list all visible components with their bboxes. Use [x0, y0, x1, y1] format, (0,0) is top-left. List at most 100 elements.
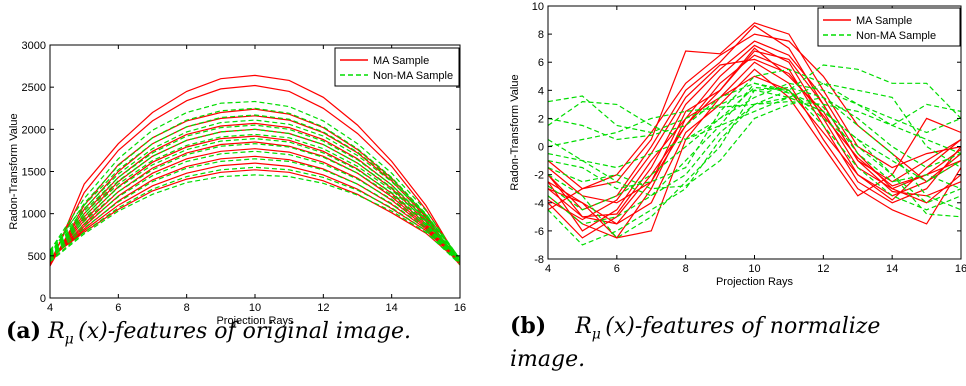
ma-series-line	[49, 155, 461, 264]
non-ma-series-line	[547, 100, 962, 155]
non-ma-series-line	[547, 68, 962, 190]
non-ma-series-line	[547, 86, 962, 239]
y-tick-label: 0	[40, 293, 46, 305]
non-ma-series-line	[49, 133, 461, 262]
non-ma-series-line	[547, 82, 962, 225]
ma-series-line	[49, 162, 461, 263]
y-tick-label: -8	[534, 254, 544, 266]
non-ma-series-line	[49, 150, 461, 264]
x-tick-label: 8	[683, 263, 689, 275]
y-tick-label: 4	[538, 85, 544, 97]
x-axis-label: Projection Rays	[716, 276, 794, 288]
legend-label: Non-MA Sample	[856, 30, 936, 42]
ma-series-line	[547, 58, 962, 221]
ma-series-line	[49, 115, 461, 265]
legend-label: Non-MA Sample	[373, 70, 453, 82]
ma-series-line	[49, 84, 461, 263]
panel-b: 4 6 8 10 12 14 16 -8 -6 -4 -2 0 2 4 6 8 10 Projection Ray…	[500, 0, 966, 386]
non-ma-series-line	[49, 114, 461, 259]
caption-b-label: (b)	[510, 313, 547, 339]
x-tick-label: 14	[886, 263, 898, 275]
non-ma-series-line	[49, 137, 461, 263]
ma-series-line	[547, 68, 962, 225]
non-ma-series-line	[49, 107, 461, 261]
ma-series-line	[547, 40, 962, 218]
ma-series-line	[547, 44, 962, 239]
ma-series-line	[547, 50, 962, 225]
ma-series-line	[49, 169, 461, 264]
y-tick-label: 3000	[22, 40, 46, 52]
non-ma-series-line	[49, 119, 461, 260]
series-group	[547, 22, 962, 246]
non-ma-series-line	[547, 82, 962, 218]
x-tick-label: 14	[386, 302, 398, 314]
legend: MA Sample Non-MA Sample	[817, 7, 961, 47]
caption-a-math: Rμ (x)	[48, 319, 108, 348]
y-tick-label: 2500	[22, 82, 46, 94]
x-tick-label: 4	[47, 302, 53, 314]
ma-series-line	[49, 74, 461, 267]
caption-a: (a) Rμ (x)-features of original image.	[6, 318, 411, 347]
caption-b-line2: image.	[510, 347, 585, 372]
y-tick-label: -6	[534, 226, 544, 238]
x-tick-label: 10	[748, 263, 760, 275]
non-ma-series-line	[49, 174, 461, 265]
legend-label: MA Sample	[856, 15, 912, 27]
legend-label: MA Sample	[373, 55, 429, 67]
x-axis-label: Projection Rays	[216, 315, 294, 327]
chart-a: 4 6 8 10 12 14 16 0 500 1000 1500 2000 2500 3000 Proje…	[8, 40, 466, 327]
ma-series-line	[547, 75, 962, 232]
caption-b-math: Rμ (x)	[575, 314, 635, 343]
y-tick-label: 10	[532, 1, 544, 13]
x-tick-label: 16	[955, 263, 966, 275]
y-tick-label: 6	[538, 57, 544, 69]
ma-series-line	[49, 128, 461, 265]
x-tick-label: 12	[317, 302, 329, 314]
series-group	[49, 74, 461, 267]
ma-series-line	[49, 135, 461, 266]
caption-b: (b) Rμ (x)-features of normalize	[510, 313, 880, 342]
non-ma-series-line	[49, 128, 461, 262]
non-ma-series-line	[547, 82, 962, 169]
y-tick-label: 1500	[22, 167, 46, 179]
y-tick-label: 500	[28, 251, 46, 263]
y-tick-label: 0	[538, 142, 544, 154]
y-tick-label: 2	[538, 113, 544, 125]
x-tick-label: 6	[115, 302, 121, 314]
legend-box	[817, 7, 961, 47]
caption-b-text-line2: image.	[510, 347, 586, 372]
ma-series-line	[49, 141, 461, 265]
non-ma-series-line	[49, 100, 461, 260]
y-tick-label: 1000	[22, 209, 46, 221]
caption-a-label: (a)	[6, 318, 42, 344]
non-ma-series-line	[49, 158, 461, 264]
ma-series-line	[547, 47, 962, 204]
ma-series-line	[547, 61, 962, 239]
legend: MA Sample Non-MA Sample	[334, 47, 460, 87]
ma-series-line	[49, 108, 461, 267]
non-ma-series-line	[547, 82, 962, 141]
ma-series-line	[49, 148, 461, 264]
non-ma-series-line	[547, 96, 962, 211]
caption-a-text: -features of original image.	[107, 319, 412, 344]
y-tick-label: 8	[538, 29, 544, 41]
non-ma-series-line	[49, 124, 461, 261]
x-tick-label: 16	[454, 302, 466, 314]
y-axis-label: Radon-Transform Value	[509, 74, 521, 190]
panel-a: 4 6 8 10 12 14 16 0 500 1000 1500 2000 2500 3000 Proje…	[6, 40, 466, 347]
x-tick-label: 10	[249, 302, 261, 314]
ma-series-line	[547, 54, 962, 239]
y-axis-label: Radon-Transform Value	[8, 113, 20, 229]
legend-box	[334, 47, 460, 87]
y-tick-label: -2	[534, 170, 544, 182]
x-tick-label: 12	[817, 263, 829, 275]
x-tick-label: 6	[614, 263, 620, 275]
y-tick-label: 2000	[22, 124, 46, 136]
y-tick-label: -4	[534, 198, 544, 210]
caption-b-text-line1: -features of normalize	[634, 314, 881, 339]
ma-series-line	[547, 24, 962, 211]
non-ma-series-line	[49, 143, 461, 263]
x-tick-label: 8	[184, 302, 190, 314]
x-tick-label: 4	[545, 263, 551, 275]
